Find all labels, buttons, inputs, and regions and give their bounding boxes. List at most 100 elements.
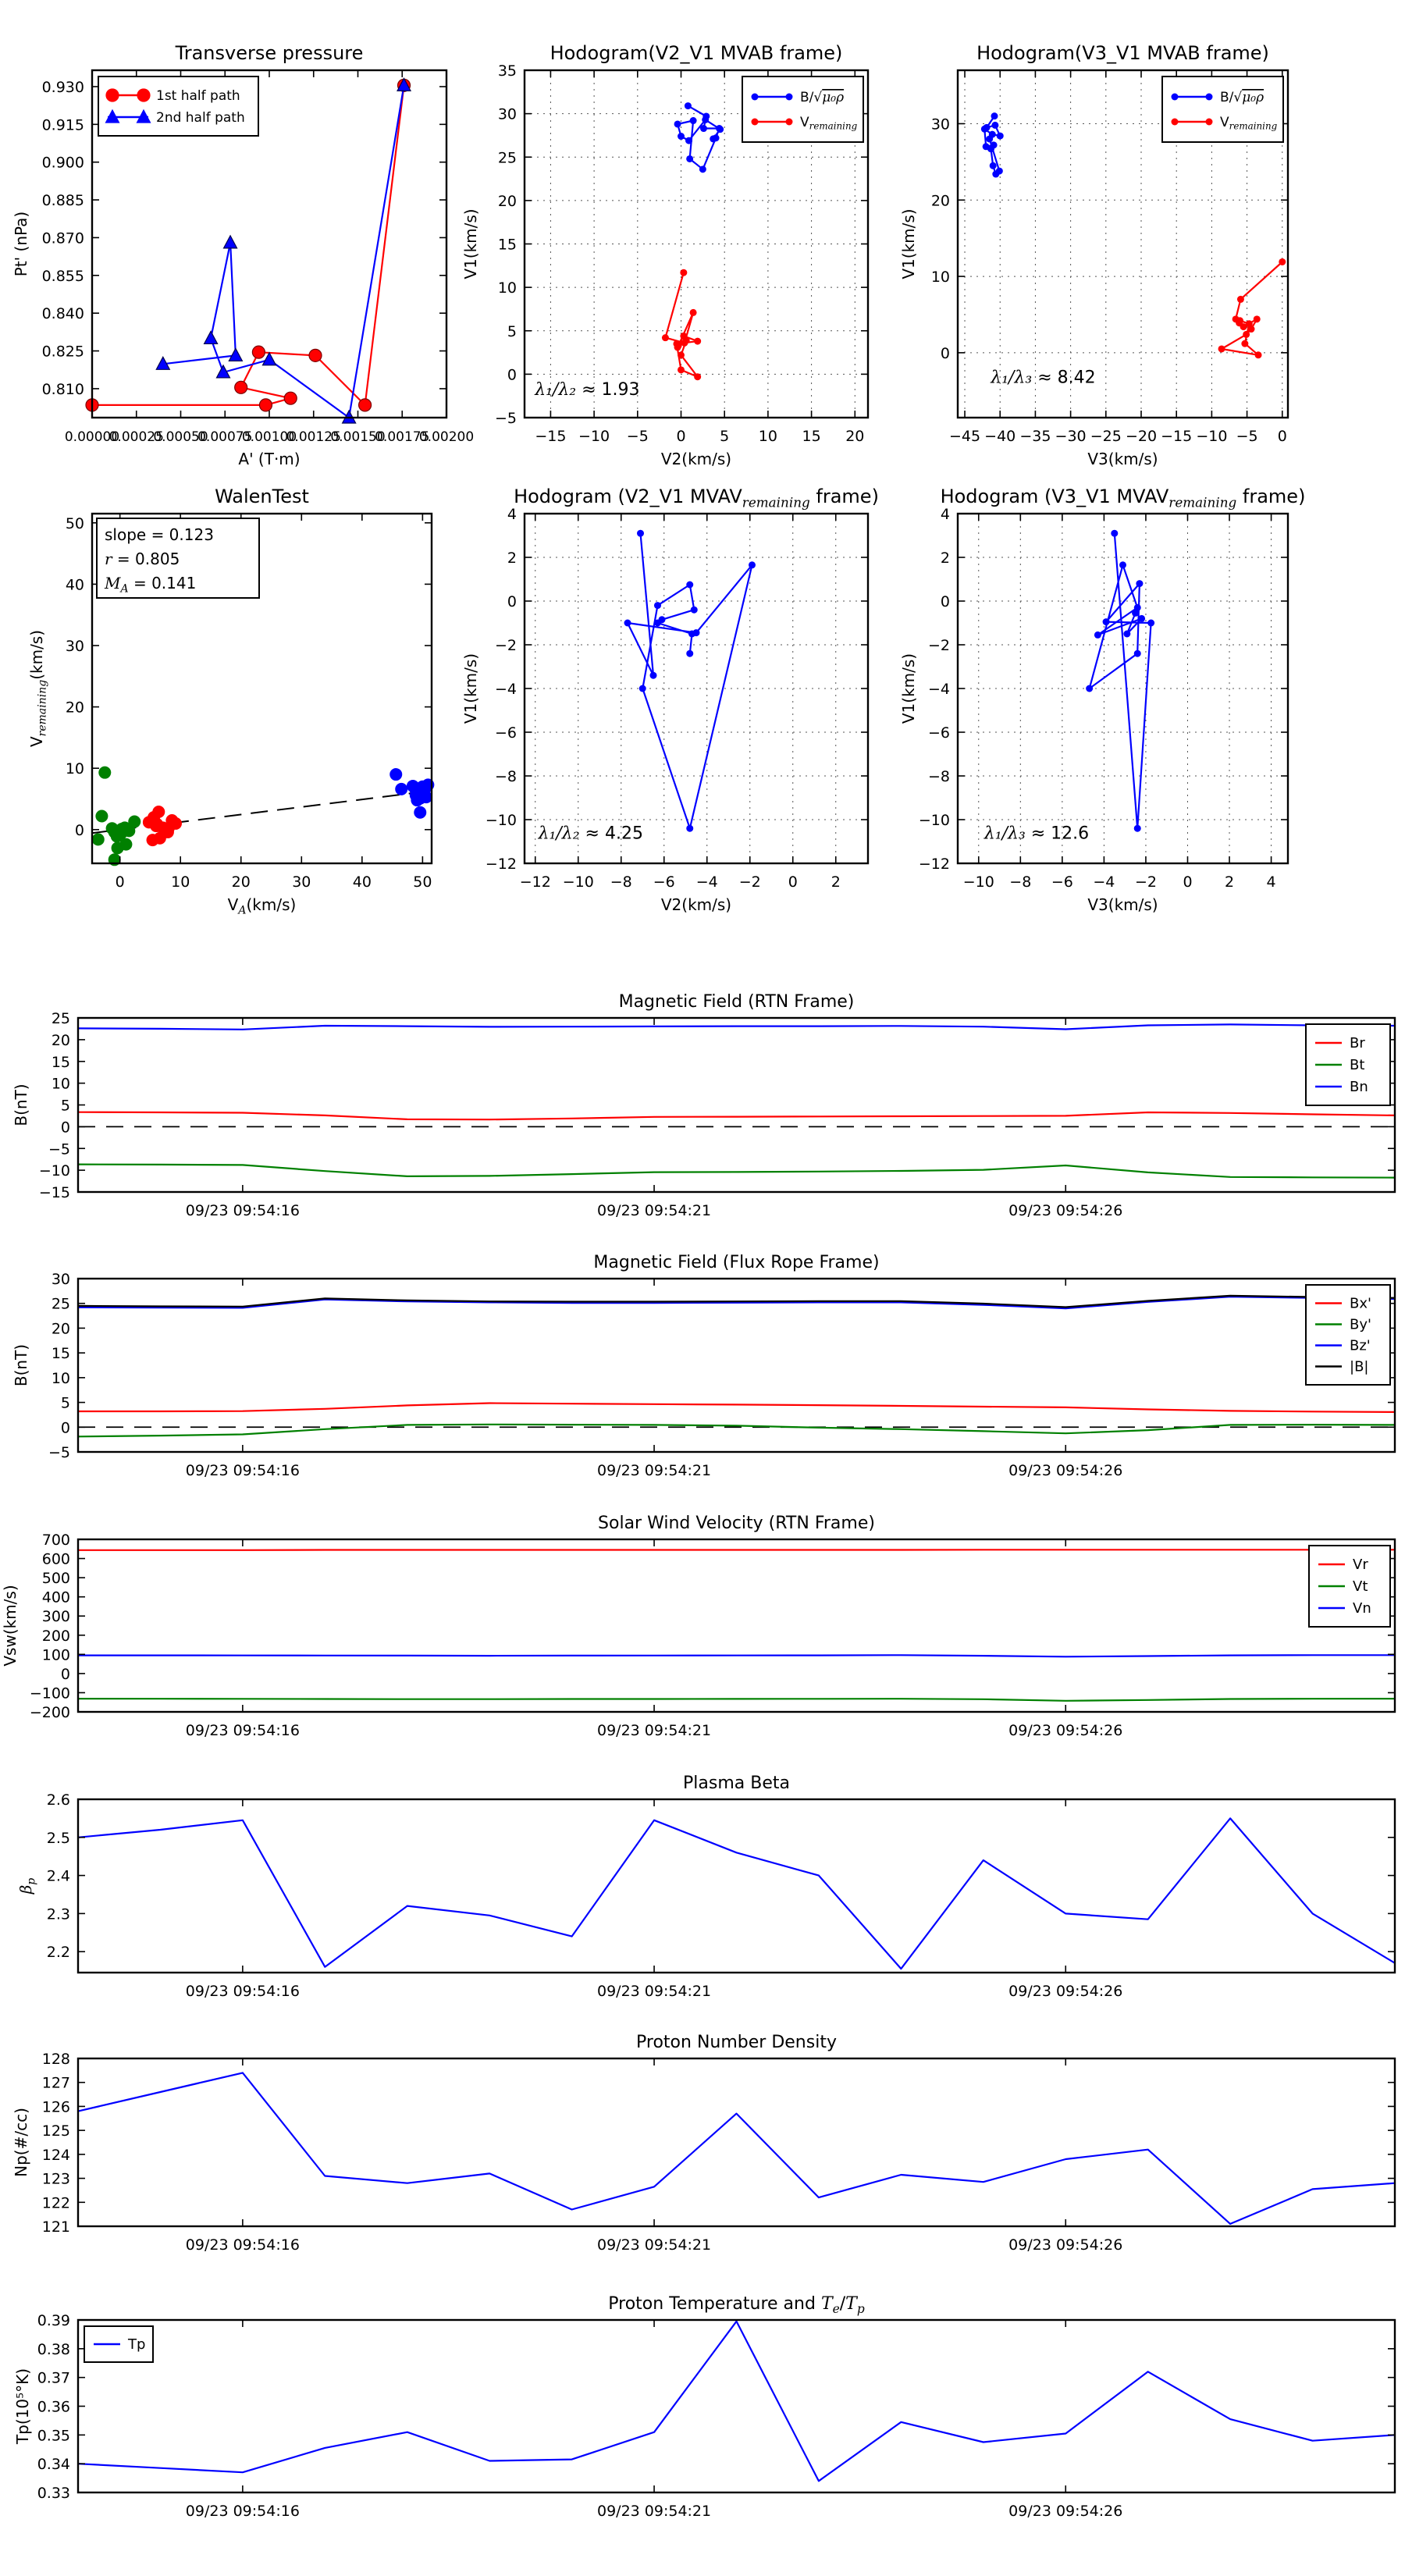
- x-tick-label: 09/23 09:54:21: [597, 1202, 711, 1219]
- y-tick-label: 2.3: [47, 1905, 70, 1923]
- marker-dot: [686, 649, 694, 657]
- marker-dot: [638, 685, 646, 692]
- x-tick-label: 40: [353, 873, 372, 891]
- x-tick-label: 0: [1278, 428, 1287, 445]
- legend-item-label: By': [1350, 1317, 1371, 1333]
- marker-dot: [980, 125, 988, 133]
- marker-dot: [1132, 609, 1140, 617]
- x-tick-label: −45: [949, 428, 980, 445]
- chart-ts4: 09/23 09:54:16 09/23 09:54:21 09/23 09:54:…: [16, 1774, 1396, 2000]
- series-Br: [77, 1111, 1396, 1121]
- y-tick-label: −5: [48, 1140, 70, 1158]
- y-tick-label: 0.38: [37, 2341, 70, 2358]
- marker-dot: [654, 602, 661, 610]
- marker-dot: [119, 838, 133, 851]
- legend-box: [1305, 1284, 1391, 1386]
- y-tick-label: 125: [42, 2122, 70, 2140]
- marker-dot: [150, 817, 163, 831]
- y-tick-label: 300: [42, 1608, 70, 1625]
- marker-dot: [95, 809, 108, 823]
- y-axis-label: βp: [16, 1878, 37, 1895]
- legend-item-label: Vremaining: [1220, 115, 1278, 132]
- y-tick-label: 25: [52, 1010, 70, 1027]
- y-tick-label: 5: [61, 1395, 70, 1412]
- legend-item-label: Br: [1350, 1035, 1365, 1051]
- x-tick-label: 30: [292, 873, 311, 891]
- x-tick-label: 0: [116, 873, 125, 891]
- info-box-line: MA = 0.141: [104, 574, 196, 595]
- y-tick-label: 124: [42, 2147, 70, 2164]
- marker-dot: [1240, 323, 1247, 331]
- legend: B/√μ₀ρ Vremaining: [742, 76, 864, 143]
- x-tick-label: 0.00175: [375, 429, 429, 445]
- x-tick-label: 09/23 09:54:26: [1008, 1462, 1122, 1479]
- chart-title: Transverse pressure: [175, 42, 364, 64]
- marker-dot: [1241, 340, 1249, 347]
- x-tick-label: 09/23 09:54:21: [597, 1462, 711, 1479]
- x-tick-label: −6: [1051, 873, 1073, 891]
- y-tick-label: 10: [498, 279, 517, 297]
- chart-p3: −45 −40 −35 −30 −25 −20 −15 −10 −5 0 0 10 20 30 Hodogr…: [899, 42, 1289, 468]
- x-tick-label: −15: [1161, 428, 1192, 445]
- series-Tp: [77, 2320, 1396, 2482]
- series-Bt: [77, 1163, 1396, 1179]
- chart-p5: −12 −10 −8 −6 −4 −2 0 2 −12 −10 −8 −6 −4 −2 0 2 4Hodogra…: [461, 486, 879, 914]
- marker-dot: [1236, 317, 1244, 325]
- y-tick-label: 0.825: [42, 343, 84, 361]
- y-tick-label: 2.2: [47, 1944, 70, 1961]
- y-tick-label: −6: [495, 724, 517, 742]
- series-markers-B/sqrt(mu0 rho): [674, 102, 724, 173]
- series-fit: [92, 790, 429, 834]
- series-Bx': [78, 1402, 1396, 1413]
- marker-circle: [137, 88, 151, 102]
- chart-p2: −15 −10 −5 0 5 10 15 20 −5 0 5 10 15 20 25 30 35 Hodogram…: [461, 42, 870, 468]
- marker-dot: [1102, 618, 1110, 626]
- y-axis-label: V1(km/s): [899, 653, 918, 724]
- y-tick-label: 0.915: [42, 116, 84, 133]
- x-tick-label: 09/23 09:54:16: [186, 1722, 300, 1739]
- y-tick-label: −2: [928, 637, 950, 654]
- marker-dot: [684, 102, 692, 110]
- marker-circle: [258, 398, 273, 412]
- y-tick-label: 123: [42, 2171, 70, 2188]
- legend-item-label: Vt: [1353, 1578, 1368, 1595]
- x-tick-label: 0.00025: [109, 429, 164, 445]
- y-tick-label: 20: [498, 193, 517, 210]
- x-tick-label: −10: [963, 873, 994, 891]
- x-tick-label: 20: [232, 873, 251, 891]
- y-tick-label: −12: [919, 856, 950, 873]
- y-axis-label: Vremaining(km/s): [27, 630, 48, 747]
- x-tick-label: 20: [845, 428, 864, 445]
- y-tick-label: 122: [42, 2194, 70, 2211]
- y-tick-label: 0: [941, 593, 950, 610]
- y-tick-label: 40: [66, 576, 84, 593]
- legend-box: [98, 76, 259, 137]
- y-tick-label: 0: [507, 366, 517, 383]
- marker-dot: [1236, 295, 1244, 303]
- y-tick-label: 400: [42, 1589, 70, 1606]
- plot-frame: [76, 2057, 1396, 2228]
- marker-dot: [1254, 351, 1262, 359]
- marker-dot: [389, 768, 403, 781]
- marker-dot: [690, 606, 698, 614]
- marker-dot: [624, 619, 631, 627]
- y-tick-label: −8: [495, 768, 517, 785]
- marker-dot: [995, 167, 1003, 175]
- marker-dot: [688, 630, 695, 638]
- y-tick-label: −10: [39, 1162, 70, 1179]
- marker-dot: [689, 117, 697, 125]
- chart-title: WalenTest: [215, 486, 309, 507]
- y-tick-label: −5: [48, 1444, 70, 1461]
- y-tick-label: 30: [66, 638, 84, 655]
- marker-triangle: [105, 109, 120, 123]
- x-tick-label: −10: [1196, 428, 1227, 445]
- y-axis-label: Tp(10⁵°K): [13, 2368, 32, 2445]
- marker-dot: [98, 766, 112, 779]
- y-tick-label: 10: [52, 1370, 70, 1387]
- legend-box: [742, 76, 864, 143]
- chart-title: Proton Temperature and Te/Tp: [608, 2294, 865, 2316]
- marker-dot: [751, 118, 759, 126]
- y-tick-label: 10: [52, 1076, 70, 1093]
